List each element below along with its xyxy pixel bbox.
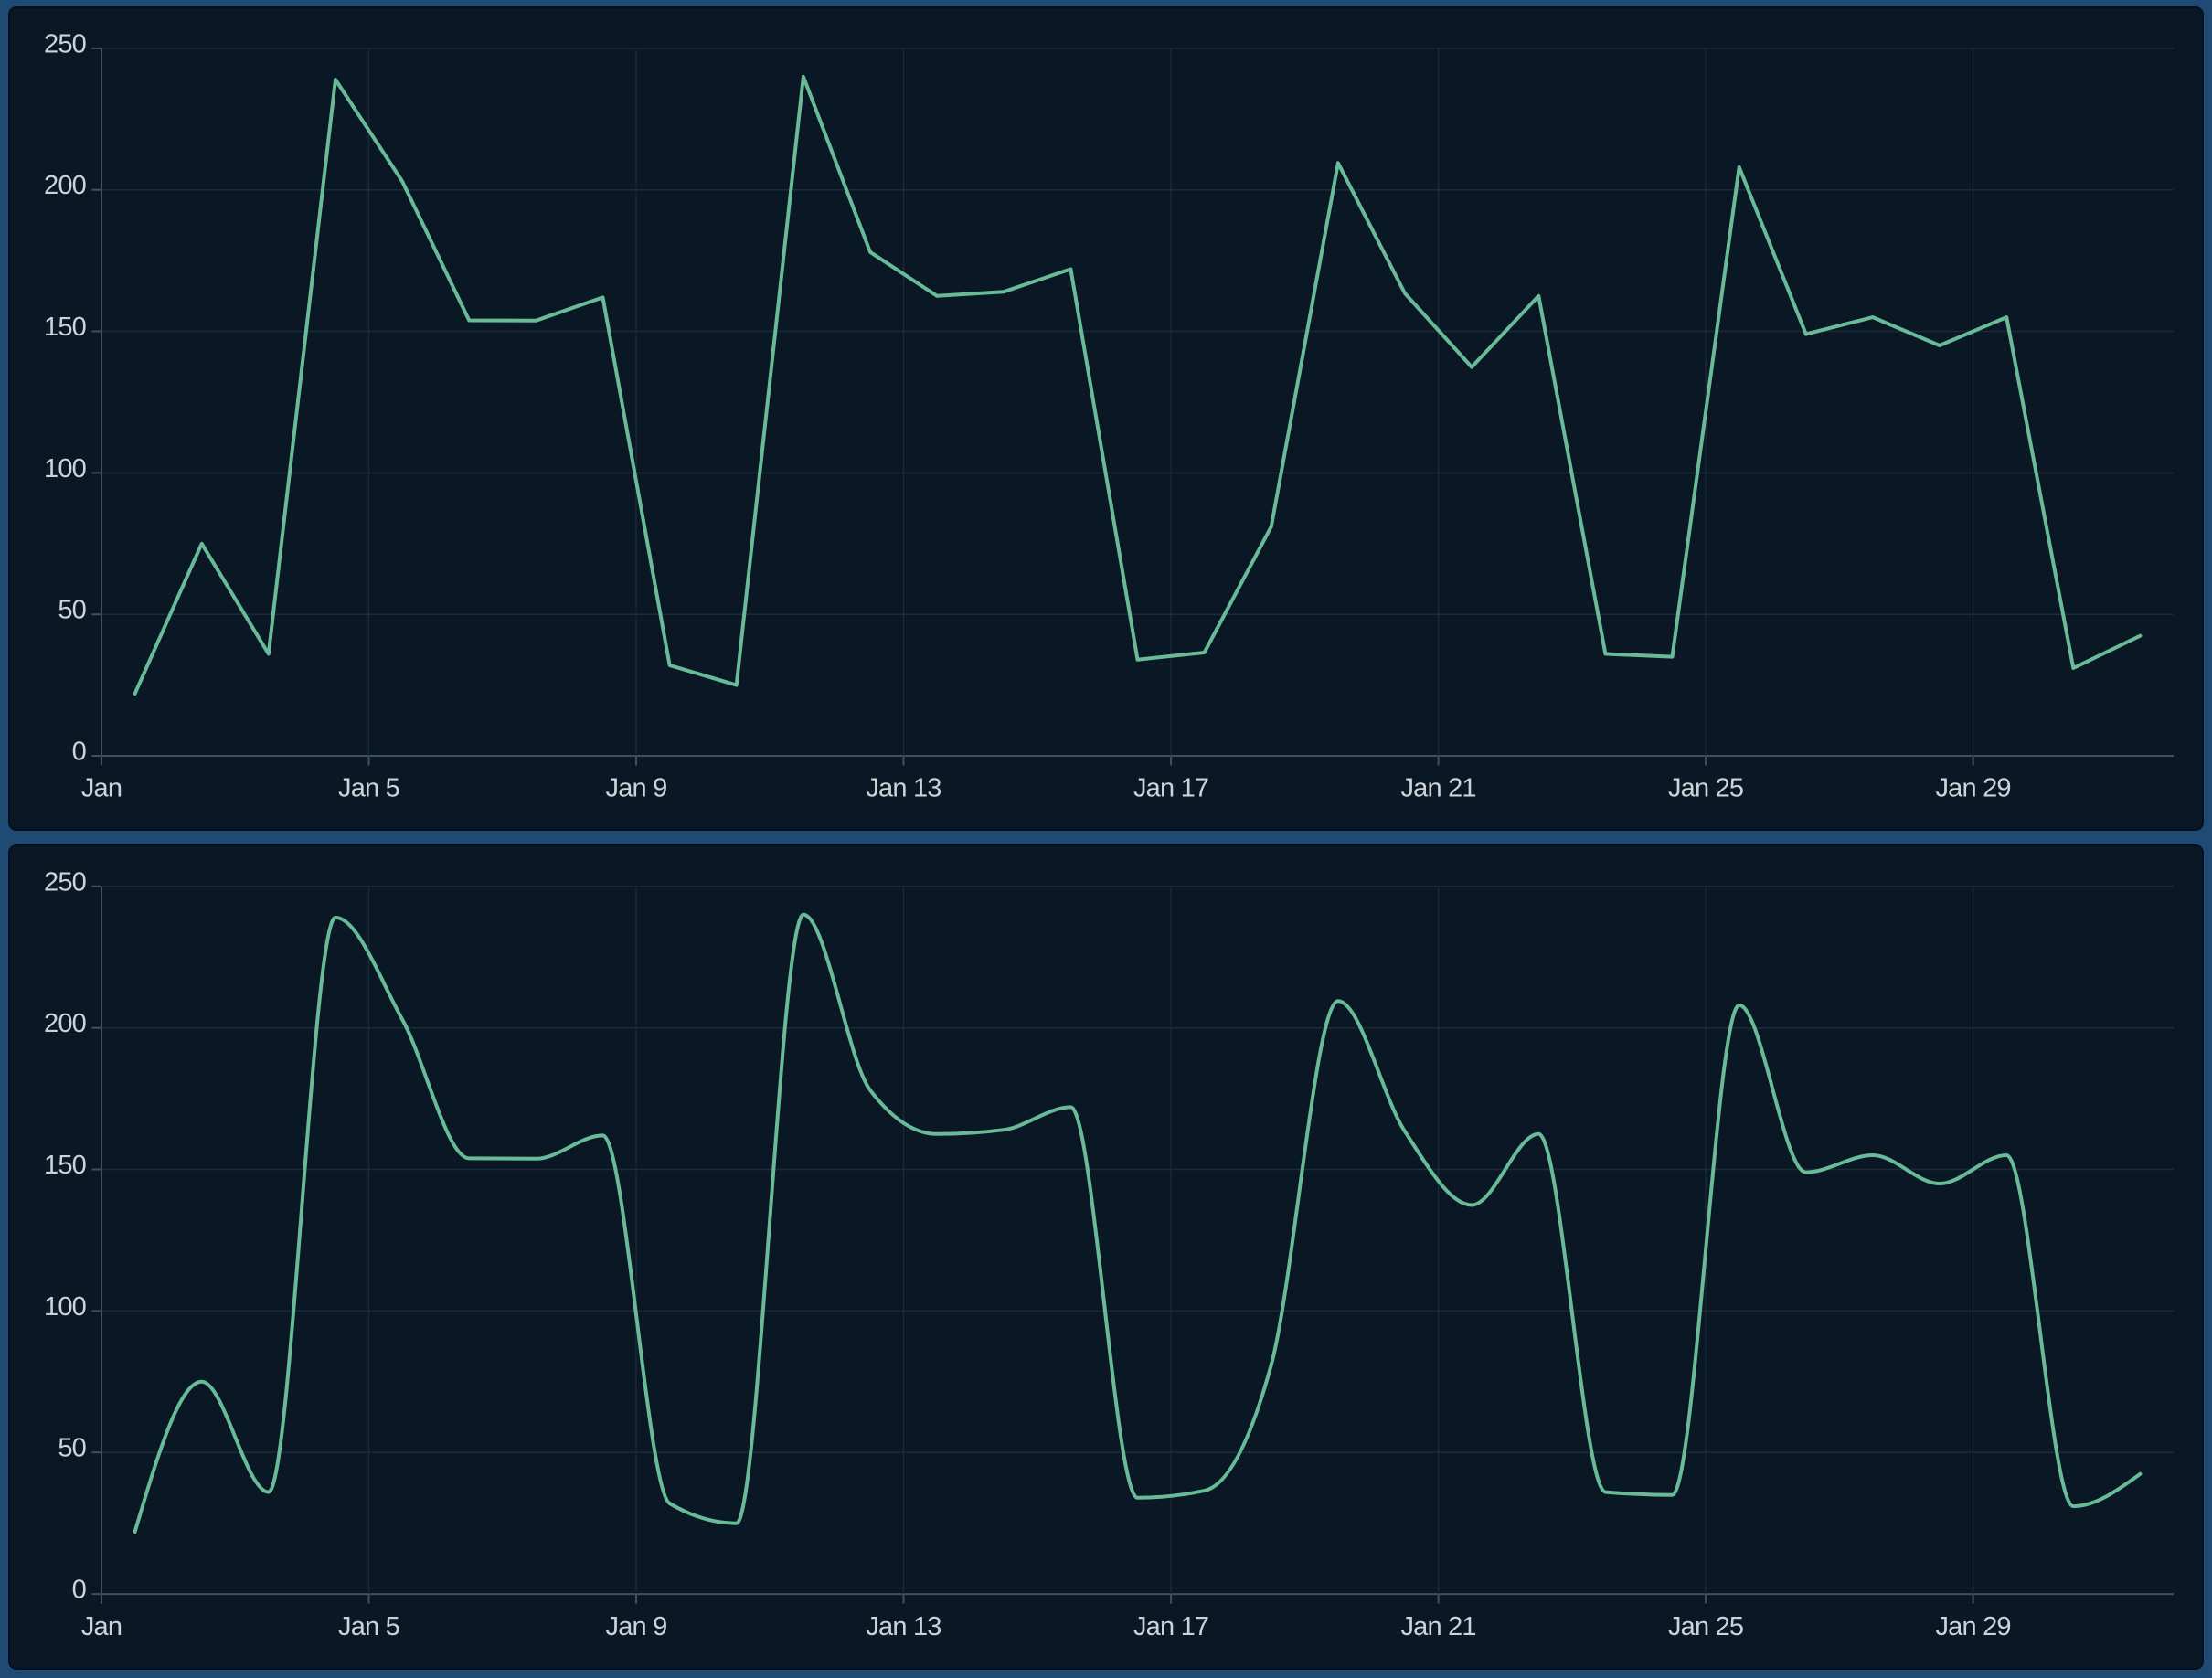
svg-text:Jan: Jan: [81, 774, 122, 803]
svg-text:Jan 17: Jan 17: [1133, 774, 1208, 803]
svg-text:100: 100: [44, 1292, 86, 1322]
svg-text:Jan 9: Jan 9: [606, 1612, 667, 1641]
svg-text:Jan 9: Jan 9: [606, 774, 667, 803]
svg-text:50: 50: [58, 596, 86, 625]
svg-text:Jan 29: Jan 29: [1935, 774, 2010, 803]
svg-text:Jan 21: Jan 21: [1400, 1612, 1475, 1641]
svg-text:0: 0: [72, 737, 86, 766]
svg-text:50: 50: [58, 1434, 86, 1463]
svg-text:200: 200: [44, 171, 86, 200]
svg-text:Jan 13: Jan 13: [866, 774, 941, 803]
svg-text:Jan 17: Jan 17: [1133, 1612, 1208, 1641]
svg-text:250: 250: [44, 29, 86, 58]
svg-text:150: 150: [44, 313, 86, 342]
svg-text:150: 150: [44, 1151, 86, 1180]
svg-text:0: 0: [72, 1576, 86, 1605]
svg-text:Jan 29: Jan 29: [1935, 1612, 2010, 1641]
svg-text:Jan 13: Jan 13: [866, 1612, 941, 1641]
svg-text:Jan: Jan: [81, 1612, 122, 1641]
svg-text:250: 250: [44, 867, 86, 897]
svg-text:Jan 25: Jan 25: [1668, 774, 1743, 803]
svg-text:Jan 25: Jan 25: [1668, 1612, 1743, 1641]
svg-text:Jan 5: Jan 5: [338, 774, 399, 803]
svg-text:100: 100: [44, 454, 86, 483]
svg-text:200: 200: [44, 1009, 86, 1038]
svg-text:Jan 5: Jan 5: [338, 1612, 399, 1641]
svg-text:Jan 21: Jan 21: [1400, 774, 1475, 803]
